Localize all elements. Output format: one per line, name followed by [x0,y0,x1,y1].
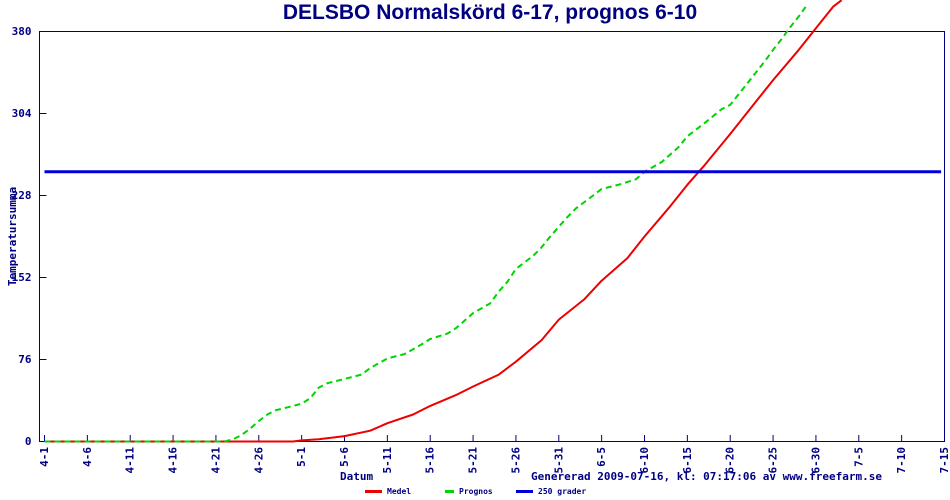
x-tick-label: 5-31 [552,447,565,474]
y-tick-label: 228 [12,189,32,202]
prognos-line-swatch-icon [445,490,454,493]
legend-label-medel: Medel [387,487,412,496]
x-tick-label: 7-5 [852,447,865,467]
chart-title: DELSBO Normalskörd 6-17, prognos 6-10 [282,1,698,24]
medel-line-swatch-icon [365,490,382,493]
x-tick-label: 6-5 [595,447,608,467]
threshold-line-swatch-icon [516,490,533,493]
legend-item-250-grader: 250 grader [516,487,586,496]
y-axis-title: Temperatursumma [6,187,19,286]
y-tick-label: 152 [12,271,32,284]
x-tick-label: 4-21 [209,447,222,474]
x-tick-label: 4-16 [167,447,180,474]
plot-frame [39,31,945,442]
x-tick-label: 7-15 [938,447,950,474]
x-tick-label: 6-20 [724,447,737,474]
x-tick-label: 6-25 [767,447,780,474]
legend-label-250-grader: 250 grader [538,487,587,496]
x-tick-label: 4-26 [252,447,265,474]
legend-item-prognos: Prognos [445,487,493,496]
x-tick-label: 6-10 [638,447,651,474]
x-axis-title: Datum [340,470,374,483]
x-tick-label: 4-11 [124,447,137,474]
x-tick-label: 7-10 [895,447,908,474]
x-tick-label: 6-15 [681,447,694,474]
x-tick-label: 4-1 [38,447,51,467]
y-tick-label: 380 [12,25,32,38]
x-tick-label: 5-6 [338,447,351,467]
x-tick-label: 5-16 [424,447,437,474]
x-tick-label: 5-11 [381,447,394,474]
x-tick-label: 5-21 [467,447,480,474]
y-tick-label: 76 [18,353,32,366]
prognos-line [44,3,809,443]
x-tick-label: 5-26 [509,447,522,474]
x-tick-label: 6-30 [809,447,822,474]
generated-footer: Genererad 2009-07-16, kl: 07:17:06 av ww… [531,470,882,483]
x-tick-label: 5-1 [295,447,308,467]
y-tick-label: 0 [25,435,32,448]
y-tick-label: 304 [12,107,32,120]
medel-line [44,0,843,443]
legend-item-medel: Medel [365,487,411,496]
x-tick-label: 4-6 [81,447,94,467]
legend-label-prognos: Prognos [459,487,493,496]
